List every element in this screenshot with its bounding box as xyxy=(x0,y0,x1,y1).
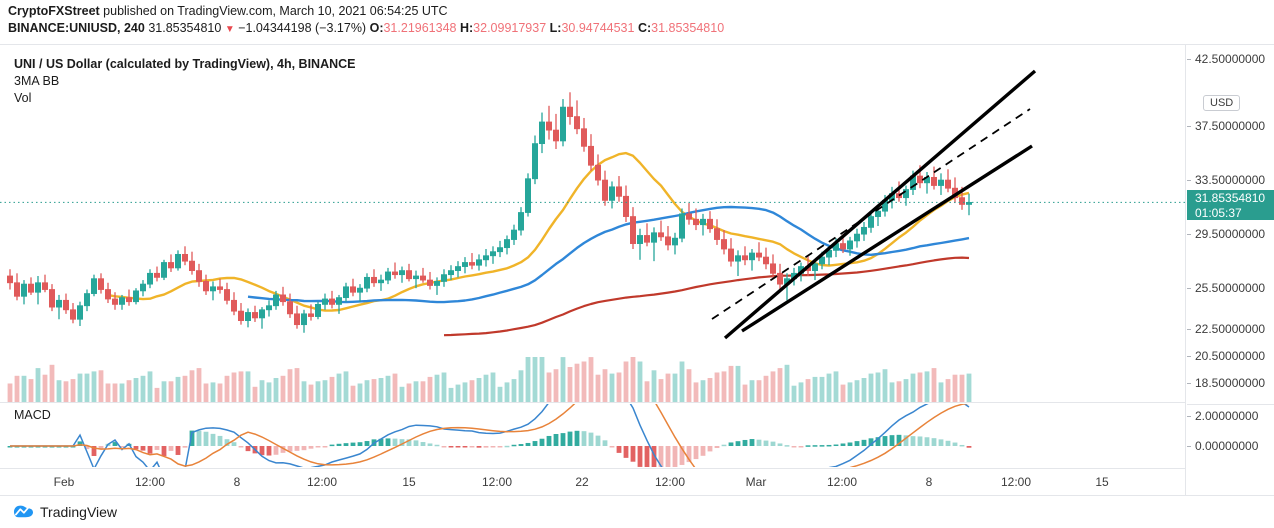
tradingview-logo-icon xyxy=(13,505,34,518)
macd-signal-line xyxy=(10,404,970,467)
macd-indicator-legend[interactable]: MACD xyxy=(14,408,51,422)
change-direction-icon: ▼ xyxy=(224,24,235,35)
price-chart-svg xyxy=(0,69,1185,402)
low-value: 30.94744531 xyxy=(561,21,635,35)
ascending-channel-lower xyxy=(741,144,1033,333)
price-tick-label: 33.50000000 xyxy=(1186,173,1266,188)
candlestick-series xyxy=(7,92,973,333)
high-key: H: xyxy=(459,21,474,35)
bar-countdown: 01:05:37 xyxy=(1195,206,1242,220)
volume-bars xyxy=(7,357,972,402)
price-tick-label: 18.50000000 xyxy=(1186,375,1266,390)
price-tick-label: 37.50000000 xyxy=(1186,119,1266,134)
macd-tick-label: 2.00000000 xyxy=(1186,409,1259,423)
time-tick-label: 8 xyxy=(233,475,241,489)
price-axis[interactable]: USD 31.85354810 01:05:37 42.50000000 37.5… xyxy=(1186,45,1274,495)
price-tick-label: 22.50000000 xyxy=(1186,321,1266,336)
attribution-line: CryptoFXStreet published on TradingView.… xyxy=(8,4,448,19)
time-tick-label: 15 xyxy=(402,475,416,489)
open-key: O: xyxy=(369,21,384,35)
quote-summary-line: BINANCE:UNIUSD, 240 31.85354810 ▼ −1.043… xyxy=(8,21,724,37)
change-absolute: −1.04344198 xyxy=(238,21,312,35)
open-value: 31.21961348 xyxy=(383,21,457,35)
ascending-channel-upper xyxy=(723,69,1037,340)
low-key: L: xyxy=(549,21,562,35)
change-percent: (−3.17%) xyxy=(315,21,367,35)
time-tick-label: 12:00 xyxy=(826,475,858,489)
price-tick-label: 42.50000000 xyxy=(1186,51,1266,66)
plot-area[interactable]: UNI / US Dollar (calculated by TradingVi… xyxy=(0,45,1186,495)
ma-mid-line xyxy=(247,205,970,304)
time-axis[interactable]: Feb 12:00 8 12:00 15 12:00 22 12:00 Mar 12:00 8 12:… xyxy=(0,468,1185,495)
tradingview-logo-text: TradingView xyxy=(40,504,118,520)
time-tick-label: Feb xyxy=(53,475,75,489)
time-tick-label: 8 xyxy=(925,475,933,489)
current-price-badge: 31.85354810 01:05:37 xyxy=(1187,190,1274,220)
macd-chart-svg xyxy=(7,404,972,467)
time-tick-label: 15 xyxy=(1095,475,1109,489)
macd-pane[interactable]: MACD xyxy=(0,404,1185,467)
price-tick-label: 20.50000000 xyxy=(1186,348,1266,363)
time-tick-label: 12:00 xyxy=(481,475,513,489)
time-tick-label: Mar xyxy=(745,475,767,489)
footer: TradingView xyxy=(0,495,1274,528)
time-tick-label: 22 xyxy=(575,475,589,489)
symbol-label: BINANCE:UNIUSD, 240 xyxy=(8,21,145,35)
time-tick-label: 12:00 xyxy=(1000,475,1032,489)
publisher-name: CryptoFXStreet xyxy=(8,4,100,18)
published-text: published on TradingView.com, March 10, … xyxy=(99,4,448,18)
ascending-channel-mid xyxy=(711,108,1031,320)
axis-divider xyxy=(1187,404,1274,405)
time-tick-label: 12:00 xyxy=(306,475,338,489)
macd-line xyxy=(10,404,970,467)
price-tick-label: 29.50000000 xyxy=(1186,227,1266,242)
last-price: 31.85354810 xyxy=(148,21,222,35)
close-key: C: xyxy=(637,21,652,35)
volume-indicator-legend[interactable]: Vol xyxy=(14,91,32,105)
price-pane[interactable]: UNI / US Dollar (calculated by TradingVi… xyxy=(0,45,1185,403)
time-tick-label: 12:00 xyxy=(654,475,686,489)
chart-title: UNI / US Dollar (calculated by TradingVi… xyxy=(14,57,356,71)
ma-indicator-legend[interactable]: 3MA BB xyxy=(14,74,60,88)
chart-frame[interactable]: UNI / US Dollar (calculated by TradingVi… xyxy=(0,44,1274,495)
macd-tick-label: 0.00000000 xyxy=(1186,439,1259,453)
currency-badge[interactable]: USD xyxy=(1203,95,1241,111)
price-tick-label: 25.50000000 xyxy=(1186,281,1266,296)
close-value: 31.85354810 xyxy=(651,21,725,35)
macd-histogram xyxy=(7,430,972,467)
ma-slow-line xyxy=(443,256,970,337)
current-price-value: 31.85354810 xyxy=(1195,191,1266,205)
high-value: 32.09917937 xyxy=(473,21,547,35)
ma-fast-line xyxy=(107,151,970,312)
time-tick-label: 12:00 xyxy=(134,475,166,489)
